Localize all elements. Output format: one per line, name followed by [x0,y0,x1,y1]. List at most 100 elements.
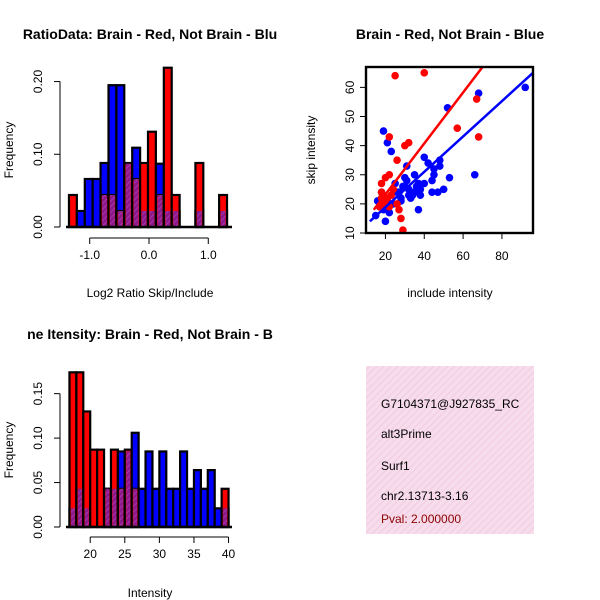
bar-overlap [70,508,75,526]
x-tick-label: 20 [379,249,393,263]
bar-overlap [165,211,171,226]
chart-title: RatioData: Brain - Red, Not Brain - Blu [23,26,277,42]
point-brain [453,124,462,132]
x-tick-label: 40 [418,249,432,263]
y-tick-label: 0.05 [31,471,45,495]
point-not-brain [408,191,417,199]
x-tick-label: -1.0 [79,248,100,262]
bar-not-brain [75,209,86,229]
point-not-brain [521,83,530,92]
point-brain [377,179,386,188]
bar-overlap [117,211,123,226]
info-id: G7104371@J927835_RC [381,397,520,411]
point-brain [399,226,407,233]
x-tick-label: 80 [495,249,509,263]
point-brain [387,191,396,199]
y-tick-label: 0.20 [31,70,45,94]
point-brain [377,188,386,197]
point-brain [395,205,403,214]
point-not-brain [385,208,394,217]
plot-frame [364,65,535,235]
x-tick-label: 35 [187,547,201,561]
bar-overlap [220,211,226,226]
point-brain [393,200,401,208]
info-clip: G7104371@J927835_RC alt3Prime Surf1 chr2… [381,397,520,526]
bar-overlap [110,195,115,226]
point-not-brain [379,127,388,135]
bar-overlap [112,488,117,526]
x-tick-label: 20 [84,547,98,561]
point-brain [393,156,401,164]
y-tick-label: 60 [343,80,357,94]
bar-group [68,371,230,529]
point-not-brain [414,205,423,214]
bar-overlap [105,488,110,526]
point-not-brain [445,173,454,182]
point-brain [397,214,405,223]
y-tick-label: 0.10 [31,142,45,166]
bar-not-brain [91,177,102,229]
x-axis: 20 25 30 35 40 [84,536,236,561]
y-axis: 0.00 0.05 0.10 0.15 [31,382,61,539]
point-not-brain [430,165,438,173]
y-tick-label: 0.00 [31,215,45,239]
point-not-brain [402,176,411,185]
bar-brain [67,193,78,229]
point-not-brain [428,188,436,197]
chart-title: ne Itensity: Brain - Red, Not Brain - B [27,326,273,342]
y-tick-label: 50 [343,110,357,124]
y-tick-label: 30 [343,168,357,182]
bar-overlap [119,488,124,526]
point-not-brain [416,191,425,199]
point-not-brain [416,185,425,194]
fit-line-group [369,67,533,223]
point-not-brain [434,188,442,197]
point-brain [474,133,483,141]
ratio-histogram-panel: RatioData: Brain - Red, Not Brain - Blu … [2,26,277,300]
intensity-histogram-panel: ne Itensity: Brain - Red, Not Brain - B … [2,326,273,600]
chart-title: Brain - Red, Not Brain - Blue [356,26,544,42]
point-group [371,69,530,233]
y-tick-label: 10 [343,226,357,240]
point-not-brain [470,170,479,179]
x-tick-label: 40 [222,547,236,561]
x-tick-label: 0.0 [141,248,158,262]
point-not-brain [435,162,444,170]
y-axis-label: Frequency [2,422,16,479]
intensity-scatter-panel: Brain - Red, Not Brain - Blue 20 40 60 80 1… [304,26,544,300]
bar-group [67,66,229,229]
x-axis: 20 40 60 80 [379,233,509,263]
bar-not-brain [115,84,126,229]
bar-not-brain [83,177,94,229]
y-axis-label: skip intensity [304,116,318,185]
y-axis: 0.00 0.10 0.20 [31,70,61,239]
bar-overlap [223,508,228,526]
point-brain [385,133,394,141]
point-not-brain [428,176,436,185]
point-brain [404,138,413,147]
info-gene: Surf1 [381,459,410,473]
point-not-brain [414,179,423,188]
bar-overlap [141,211,147,226]
y-axis-label: Frequency [2,122,16,179]
x-tick-label: 1.0 [200,248,217,262]
bar-overlap [102,195,107,226]
point-not-brain [381,217,390,226]
y-axis: 10 20 30 40 50 60 [343,80,366,240]
point-brain [420,69,429,77]
x-tick-label: 60 [456,249,470,263]
point-brain [472,95,481,103]
info-panel: G7104371@J927835_RC alt3Prime Surf1 chr2… [366,366,534,534]
point-not-brain [383,138,392,147]
point-not-brain [420,179,429,188]
bar-overlap [84,508,89,526]
point-not-brain [430,170,438,179]
point-brain [391,71,399,80]
point-not-brain [474,89,483,98]
info-location: chr2.13713-3.16 [381,489,469,503]
bar-overlap [196,211,202,226]
info-event-type: alt3Prime [381,427,432,441]
x-axis-label: include intensity [407,286,492,300]
x-axis: -1.0 0.0 1.0 [79,237,217,262]
